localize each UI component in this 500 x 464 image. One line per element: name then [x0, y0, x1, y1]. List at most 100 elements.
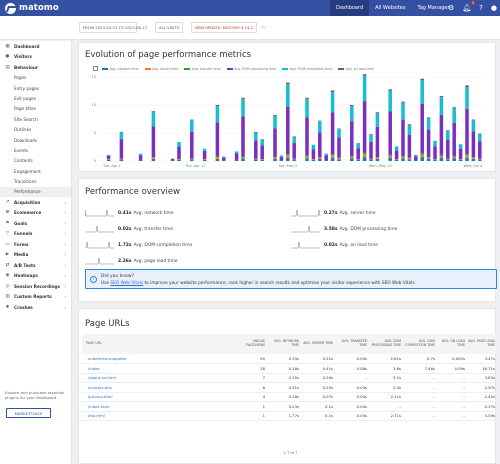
- bar-segment[interactable]: [324, 155, 328, 161]
- bar-segment[interactable]: [362, 75, 367, 102]
- column-header[interactable]: PAGE URL: [82, 334, 232, 354]
- nav-tag-manager[interactable]: Tag Manager: [417, 5, 450, 11]
- bar-segment[interactable]: [350, 156, 354, 159]
- bar-segment[interactable]: [433, 159, 437, 161]
- bar-segment[interactable]: [426, 117, 431, 130]
- bar-segment[interactable]: [254, 159, 258, 161]
- bar-segment[interactable]: [362, 157, 367, 161]
- bar-segment[interactable]: [401, 156, 405, 159]
- bar-segment[interactable]: [362, 154, 367, 158]
- bar-segment[interactable]: [330, 157, 335, 161]
- legend-item[interactable]: Avg. DOM processing time: [226, 67, 276, 71]
- bar-segment[interactable]: [222, 160, 226, 161]
- bar-segment[interactable]: [433, 146, 437, 160]
- bar-segment[interactable]: [202, 148, 207, 151]
- bar-segment[interactable]: [292, 136, 296, 144]
- bar-segment[interactable]: [478, 159, 482, 161]
- sidebar-item-custom-reports[interactable]: ▥ Custom Reports ›: [0, 292, 71, 303]
- bar-segment[interactable]: [375, 157, 380, 158]
- bar-segment[interactable]: [151, 158, 156, 161]
- bar-segment[interactable]: [330, 155, 335, 158]
- bar-segment[interactable]: [106, 155, 111, 159]
- bar-segment[interactable]: [452, 108, 456, 123]
- bar-segment[interactable]: [439, 96, 444, 98]
- bar-segment[interactable]: [241, 98, 245, 117]
- bar-segment[interactable]: [273, 158, 277, 161]
- bar-segment[interactable]: [286, 106, 290, 155]
- bar-segment[interactable]: [273, 157, 277, 159]
- bar-segment[interactable]: [414, 160, 418, 161]
- legend-item[interactable]: Avg. transfer time: [184, 67, 221, 71]
- bar-segment[interactable]: [215, 122, 220, 156]
- bar-segment[interactable]: [350, 158, 354, 161]
- bar-segment[interactable]: [465, 108, 469, 155]
- bar-segment[interactable]: [337, 158, 341, 160]
- page-url-cell[interactable]: /about-us.html: [82, 373, 232, 383]
- help-icon[interactable]: ?: [479, 4, 483, 12]
- bar-segment[interactable]: [452, 156, 456, 159]
- sidebar-item-pages[interactable]: Pages: [0, 73, 71, 83]
- page-url-cell[interactable]: /contact.php: [82, 382, 232, 393]
- bar-segment[interactable]: [388, 154, 392, 156]
- sparkline[interactable]: [85, 241, 115, 249]
- bar-segment[interactable]: [407, 159, 412, 161]
- sidebar-item-dashboard[interactable]: ▦ Dashboard: [0, 41, 71, 52]
- bar-segment[interactable]: [439, 155, 444, 158]
- bar-segment[interactable]: [465, 155, 469, 158]
- legend-item[interactable]: Avg. on load time: [338, 67, 374, 71]
- bar-segment[interactable]: [465, 157, 469, 161]
- bar-segment[interactable]: [260, 159, 264, 160]
- bar-segment[interactable]: [446, 130, 450, 131]
- bar-segment[interactable]: [401, 101, 405, 103]
- bar-segment[interactable]: [426, 158, 431, 161]
- seo-web-vitals-link[interactable]: SEO Web Vitals: [110, 281, 144, 286]
- bar-segment[interactable]: [260, 159, 264, 161]
- bar-segment[interactable]: [401, 102, 405, 120]
- column-header[interactable]: AVG. SERVER TIME: [300, 334, 334, 354]
- bar-segment[interactable]: [420, 80, 424, 104]
- bar-segment[interactable]: [350, 106, 354, 122]
- bar-segment[interactable]: [286, 157, 290, 161]
- bar-segment[interactable]: [215, 155, 220, 158]
- bar-segment[interactable]: [388, 155, 392, 158]
- bar-segment[interactable]: [446, 158, 450, 160]
- bar-segment[interactable]: [177, 159, 181, 160]
- bar-segment[interactable]: [369, 141, 373, 159]
- bar-segment[interactable]: [362, 152, 367, 155]
- sidebar-item-acquisition[interactable]: ↗ Acquisition ›: [0, 197, 71, 208]
- bar-segment[interactable]: [254, 140, 258, 159]
- bar-segment[interactable]: [324, 160, 328, 161]
- sidebar-item-performance[interactable]: Performance: [0, 186, 71, 198]
- bar-segment[interactable]: [177, 147, 181, 160]
- bar-segment[interactable]: [471, 119, 476, 121]
- bar-segment[interactable]: [452, 107, 456, 109]
- bar-segment[interactable]: [465, 154, 469, 156]
- bar-segment[interactable]: [241, 116, 245, 157]
- bar-segment[interactable]: [433, 159, 437, 160]
- bar-segment[interactable]: [414, 156, 418, 161]
- bar-segment[interactable]: [414, 154, 418, 157]
- bar-segment[interactable]: [420, 153, 424, 155]
- bar-segment[interactable]: [177, 159, 181, 161]
- bar-segment[interactable]: [356, 159, 360, 160]
- bar-segment[interactable]: [318, 121, 322, 133]
- bar-segment[interactable]: [369, 134, 373, 142]
- bar-segment[interactable]: [138, 153, 143, 156]
- bar-segment[interactable]: [190, 158, 194, 160]
- table-row[interactable]: /privacy.html 4 0.18s 0.07s 0.00s 2.11s – –2.42…: [82, 392, 496, 402]
- column-header[interactable]: UNIQUE PAGEVIEWS: [232, 334, 266, 354]
- bar-segment[interactable]: [471, 157, 476, 158]
- table-row[interactable]: undefined-snippetbr 90 0.33s 0.22s 0.00s 2.81…: [82, 354, 496, 364]
- legend-item[interactable]: Avg. network time: [102, 67, 139, 71]
- bar-segment[interactable]: [478, 158, 482, 160]
- bar-segment[interactable]: [426, 129, 431, 158]
- bar-segment[interactable]: [311, 149, 316, 160]
- column-header[interactable]: AVG. DOM PROCESSING TIME: [368, 334, 402, 354]
- bar-segment[interactable]: [394, 159, 399, 161]
- bar-segment[interactable]: [234, 153, 239, 160]
- bar-segment[interactable]: [465, 85, 469, 88]
- sidebar-item-behaviour[interactable]: ▤ Behaviour: [0, 62, 71, 73]
- sidebar-item-outlinks[interactable]: Outlinks: [0, 124, 71, 134]
- bar-segment[interactable]: [426, 157, 431, 159]
- sidebar-item-visitors[interactable]: ● Visitors: [0, 52, 71, 63]
